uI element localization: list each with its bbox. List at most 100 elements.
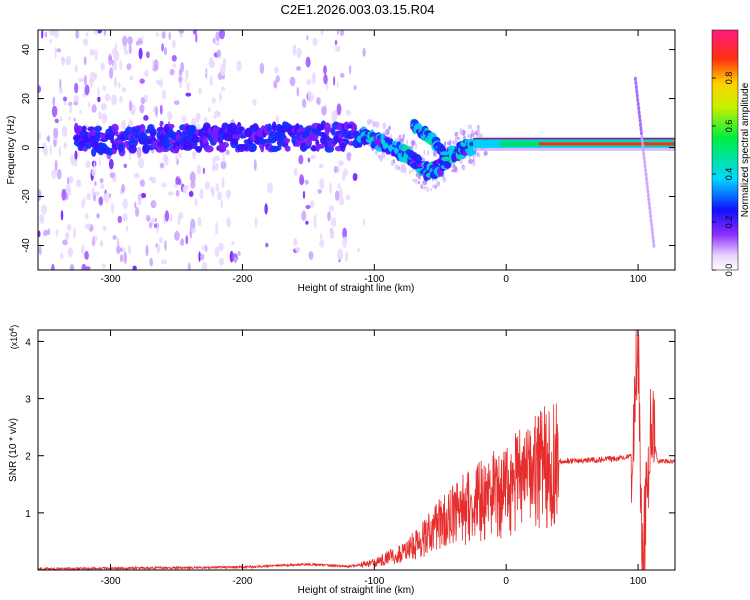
noise-speck [304, 179, 309, 185]
noise-speck [352, 173, 358, 181]
colorbar-tick-label: 0.0 [724, 264, 734, 277]
ridge-blob [440, 151, 449, 156]
noise-speck [127, 36, 133, 45]
noise-speck [167, 111, 173, 121]
noise-speck [295, 246, 301, 253]
noise-speck [274, 66, 279, 74]
streak-dot [639, 130, 643, 136]
ridge-blob [201, 135, 208, 145]
noise-speck [339, 72, 345, 78]
noise-speck [93, 72, 98, 80]
noise-speck [210, 186, 215, 194]
noise-speck [219, 64, 226, 77]
noise-speck [220, 199, 224, 209]
noise-speck [311, 72, 316, 85]
noise-speck [91, 187, 95, 197]
noise-speck [443, 177, 446, 184]
noise-speck [41, 30, 44, 39]
streak-dot [652, 243, 656, 248]
noise-speck [344, 251, 349, 262]
x-tick-label: 100 [630, 576, 647, 587]
streak-dot [648, 209, 652, 215]
noise-speck [84, 84, 90, 96]
snr-xlabel: Height of straight line (km) [298, 585, 415, 596]
noise-speck [103, 30, 106, 36]
noise-speck [51, 105, 58, 118]
noise-speck [66, 177, 70, 185]
noise-speck [198, 86, 202, 95]
noise-speck [140, 96, 145, 105]
noise-speck [161, 259, 167, 265]
streak-dot [641, 143, 645, 149]
noise-speck [309, 200, 315, 208]
noise-speck [178, 152, 183, 159]
x-tick-label: -100 [364, 274, 384, 285]
noise-speck [427, 149, 430, 156]
noise-speck [49, 144, 52, 156]
noise-speck [60, 252, 64, 260]
noise-speck [236, 60, 242, 72]
streak-dot [639, 126, 643, 132]
noise-speck [297, 65, 300, 71]
streak-dot [645, 180, 649, 186]
noise-speck [203, 243, 206, 252]
noise-speck [99, 178, 104, 184]
noise-speck [253, 159, 257, 171]
noise-speck [200, 253, 205, 261]
noise-speck [125, 225, 129, 232]
noise-speck [82, 38, 89, 46]
streak-dot [640, 138, 644, 144]
noise-speck [411, 140, 416, 146]
noise-speck [113, 76, 117, 87]
noise-speck [117, 215, 123, 224]
streak-dot [644, 172, 648, 178]
noise-speck [61, 188, 67, 201]
noise-speck [216, 49, 221, 57]
snr-frame [37, 329, 676, 571]
noise-speck [108, 158, 114, 170]
ridge-blob [274, 145, 282, 151]
noise-speck [219, 30, 225, 40]
noise-speck [337, 30, 339, 35]
noise-speck [296, 86, 300, 97]
ridge-blob [271, 121, 277, 131]
noise-speck [85, 160, 91, 169]
noise-speck [402, 133, 405, 139]
noise-speck [126, 63, 132, 71]
colorbar-tick-label: 0.8 [724, 72, 734, 85]
noise-speck [334, 190, 340, 201]
noise-speck [152, 59, 155, 70]
noise-speck [91, 169, 97, 177]
noise-speck [67, 247, 74, 257]
noise-speck [83, 74, 87, 86]
noise-speck [334, 40, 338, 46]
ridge-blob [111, 123, 119, 133]
noise-speck [161, 31, 166, 39]
ridge-blob [188, 124, 197, 135]
noise-speck [57, 168, 62, 180]
noise-speck [321, 106, 327, 116]
noise-speck [135, 206, 140, 217]
noise-speck [55, 228, 59, 237]
noise-speck [310, 154, 316, 160]
noise-speck [140, 35, 144, 42]
noise-speck [319, 239, 325, 248]
y-tick-label: -40 [21, 238, 32, 253]
noise-speck [54, 118, 59, 124]
streak-dot [637, 105, 641, 111]
noise-speck [39, 213, 45, 224]
noise-speck [161, 182, 167, 188]
noise-speck [111, 94, 117, 106]
noise-speck [164, 210, 169, 222]
noise-speck [265, 242, 269, 248]
noise-speck [132, 265, 137, 270]
streak-dot [636, 97, 640, 103]
noise-speck [306, 34, 309, 41]
noise-speck [209, 75, 213, 87]
noise-speck [335, 45, 341, 52]
noise-speck [221, 86, 226, 92]
noise-speck [98, 111, 102, 120]
noise-speck [472, 161, 476, 167]
